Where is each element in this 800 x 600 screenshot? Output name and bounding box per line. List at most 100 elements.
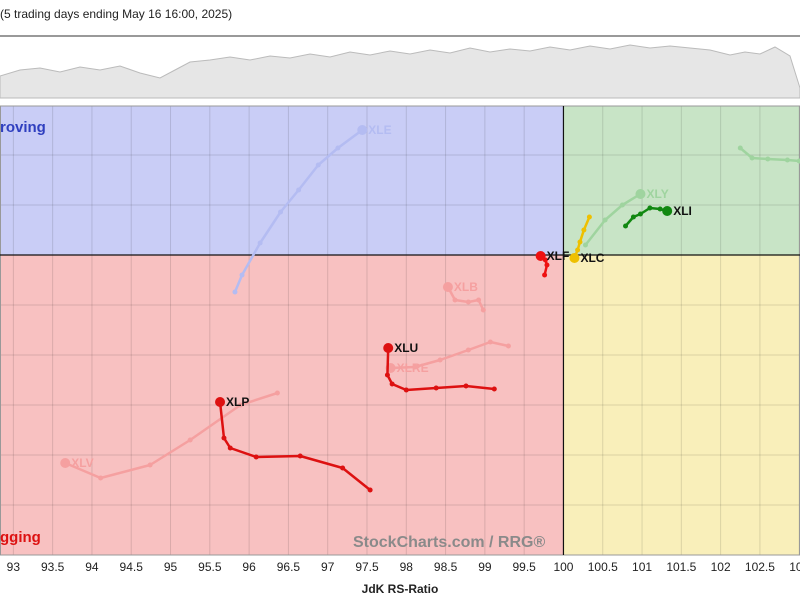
x-tick-label: 94.5 [120,560,144,574]
trail-point [237,402,243,408]
x-tick-label: 97.5 [355,560,379,574]
trail-point [491,386,497,392]
x-tick-label: 96.5 [277,560,301,574]
trail-point [227,445,233,451]
trail-point [581,227,587,233]
x-tick-label: 102.5 [745,560,775,574]
trail-point [278,209,284,215]
x-tick-label: 101 [632,560,652,574]
x-tick-label: 100 [553,560,573,574]
watermark: StockCharts.com / RRG® [353,534,545,551]
trail-point [232,289,238,295]
trail-point [221,435,227,441]
series-label: XLRE [397,361,429,375]
quadrant-improving [0,106,564,255]
series-label: XLF [547,249,570,263]
x-tick-label: 95 [164,560,178,574]
trail-point [297,453,303,459]
trail-head [662,206,673,216]
trail-point [412,364,418,370]
series-label: XLP [226,395,249,409]
x-tick-label: 93 [7,560,21,574]
x-tick-label: 98 [400,560,414,574]
benchmark-area [0,44,800,99]
trail [233,128,364,293]
trail-point [253,454,259,460]
trail-point [296,187,302,193]
trail-head [357,125,368,135]
trail-point [586,214,592,220]
trail-head [635,189,646,199]
series-label: XLI [673,204,692,218]
series-label: XLB [454,280,478,294]
x-tick-label: 101.5 [666,560,696,574]
trail-head [215,397,226,407]
trail-point [463,383,469,389]
x-tick-label: 99.5 [512,560,536,574]
x-tick-label: 102 [711,560,731,574]
trail-point [630,214,636,220]
trail-point [239,272,245,278]
trail-point [465,299,471,305]
trail-point [637,211,643,217]
trail-point [452,297,458,303]
trail-point [147,462,153,468]
quadrant-leading [563,106,800,255]
x-tick-label: 94 [85,560,99,574]
trail-point [465,347,471,353]
trail-point [487,339,493,345]
trail-point [433,385,439,391]
x-tick-label: 98.5 [434,560,458,574]
quadrant-lagging [0,255,564,555]
series-label: XLV [71,456,93,470]
trail-point [367,487,373,493]
trail-head [442,282,453,292]
trail-point [577,239,583,245]
trail-point [765,156,771,162]
trail-point [505,343,511,349]
trail-point [657,206,663,212]
trail-point [542,272,548,278]
trail-head [569,253,580,263]
trail [390,340,509,370]
trail-head [535,251,546,261]
trail-head [383,343,394,353]
trail [64,391,278,480]
trail-point [335,145,341,151]
trail-head [796,158,800,164]
trail-point [257,240,263,246]
x-tick-label: 103 [789,560,800,574]
x-tick-label: 100.5 [588,560,618,574]
trail-point [480,307,486,313]
trail [584,192,642,246]
quadrant-label: roving [0,119,46,136]
trail-point [315,162,321,168]
trail-point [98,475,104,481]
x-tick-label: 97 [321,560,335,574]
trail-point [623,223,629,229]
trail-point [582,242,588,248]
trail-point [187,437,193,443]
x-tick-label: 93.5 [41,560,65,574]
series-label: XLE [368,123,391,137]
trail-point [737,145,743,151]
x-tick-label: 99 [478,560,492,574]
trail-point [647,205,653,211]
x-tick-label: 95.5 [198,560,222,574]
trail-point [619,202,625,208]
trail-point [749,155,755,161]
series-label: XLY [646,187,668,201]
trail-point [544,262,550,268]
series-label: XLU [394,341,418,355]
trail-point [575,247,581,253]
x-axis-label: JdK RS-Ratio [362,582,439,596]
trail-head [60,458,71,468]
trail-point [403,387,409,393]
quadrant-label: gging [0,529,41,546]
trail-point [389,381,395,387]
plot-area: 93 93.5 94 94.5 95 95.5 96 96.5 97 97.5 98 98.5 99 99… [0,105,800,596]
trail-point [476,297,482,303]
trail-point [784,157,790,163]
